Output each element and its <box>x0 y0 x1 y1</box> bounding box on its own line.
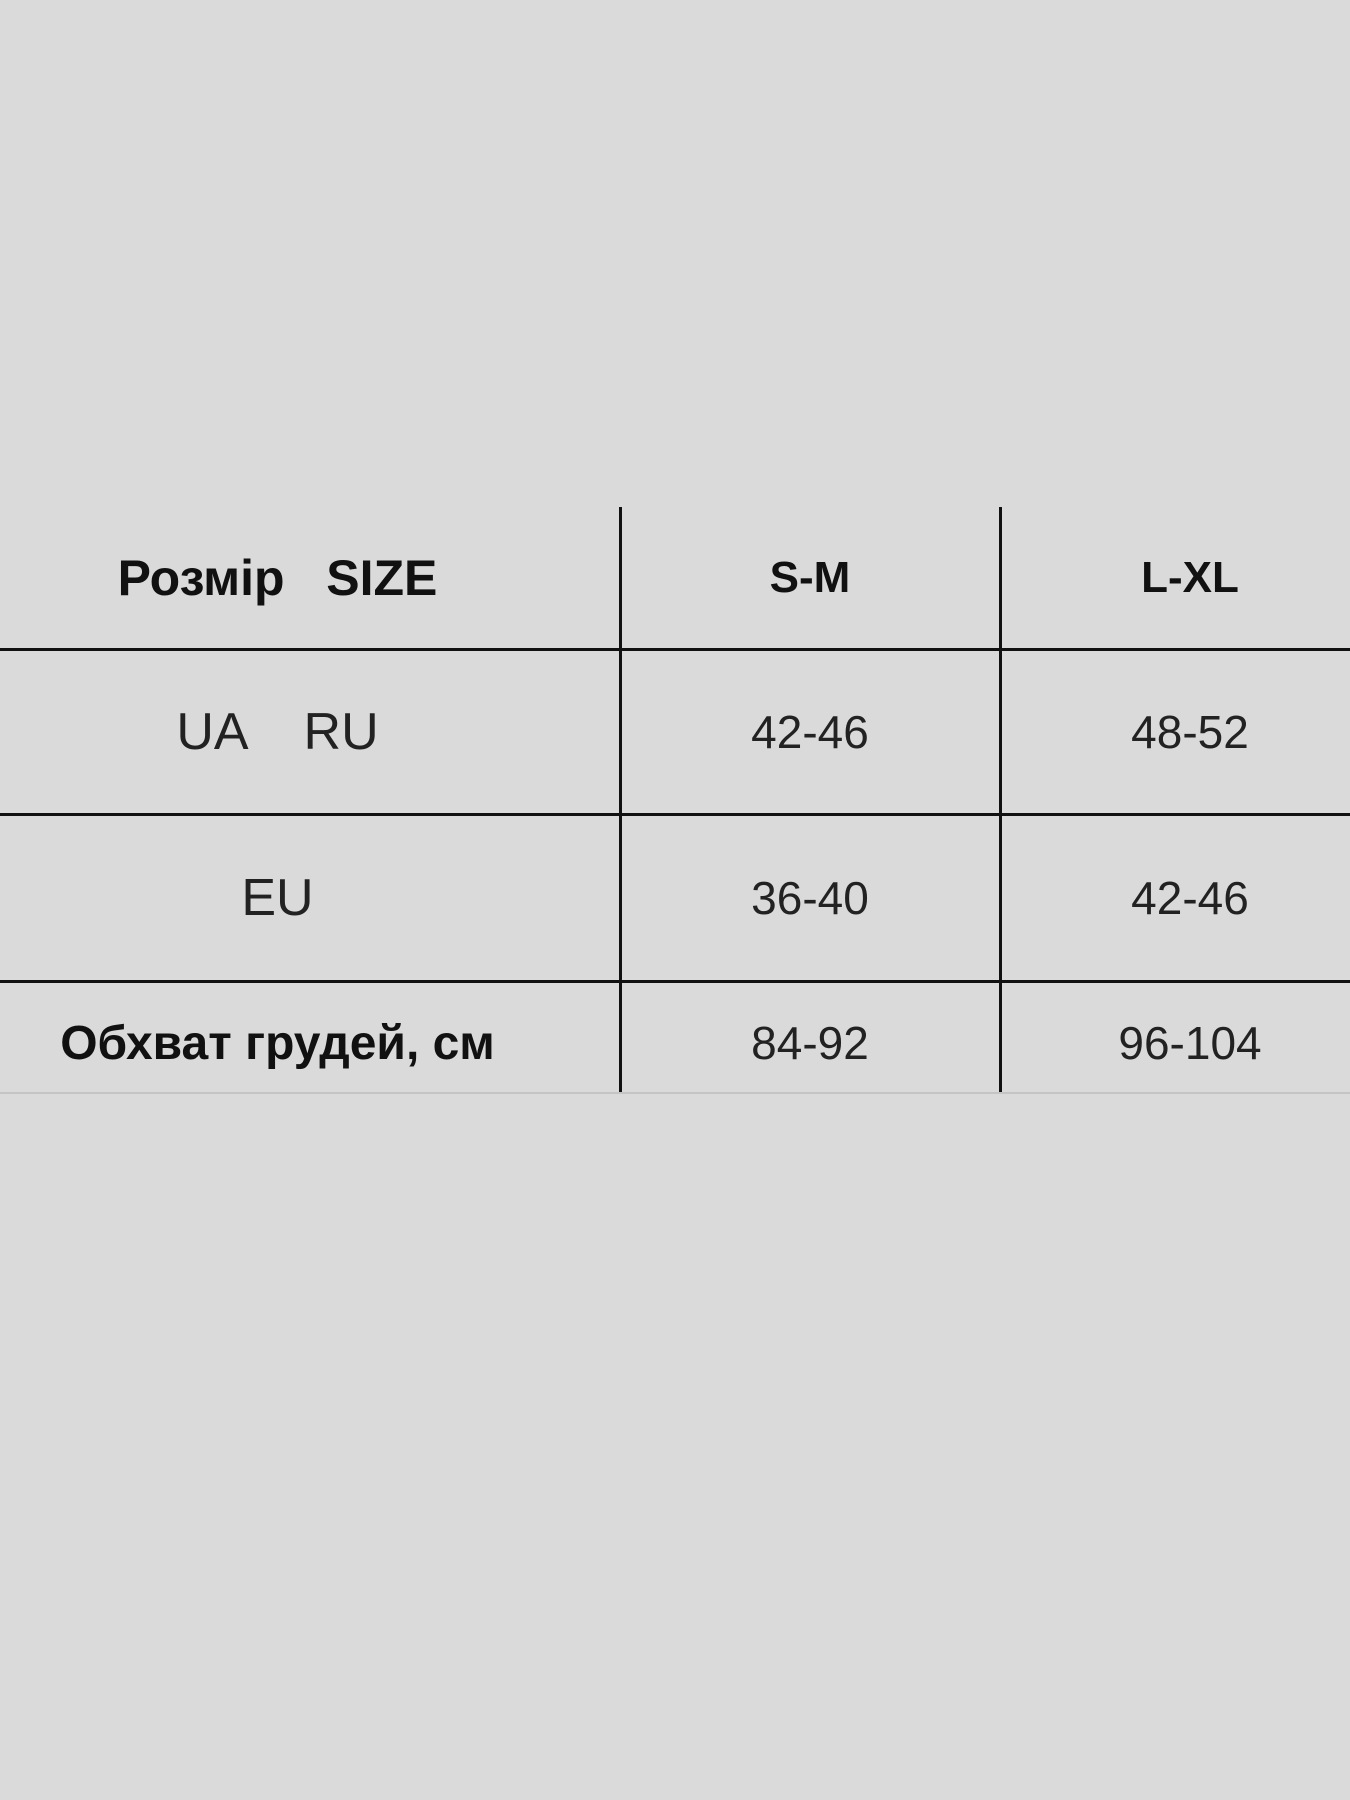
cell-value: 84-92 <box>751 1017 869 1069</box>
cell-value: 42-46 <box>751 706 869 758</box>
table-bottom-edge <box>0 1092 1350 1094</box>
row-label-ua-ru: UA RU <box>176 703 379 761</box>
column-divider <box>999 507 1002 1093</box>
cell-value: 48-52 <box>1131 706 1249 758</box>
row-divider <box>0 980 1350 983</box>
row-divider <box>0 648 1350 651</box>
row-divider <box>0 813 1350 816</box>
header-s-m: S-M <box>769 552 851 602</box>
column-divider <box>619 507 622 1093</box>
header-size-label: Розмір SIZE <box>117 549 438 606</box>
row-label-bust: Обхват грудей, см <box>60 1016 495 1070</box>
cell-value: 96-104 <box>1118 1017 1262 1069</box>
cell-value: 42-46 <box>1131 872 1249 924</box>
header-l-xl: L-XL <box>1141 552 1239 602</box>
cell-value: 36-40 <box>751 872 869 924</box>
row-label-eu: EU <box>241 869 314 927</box>
